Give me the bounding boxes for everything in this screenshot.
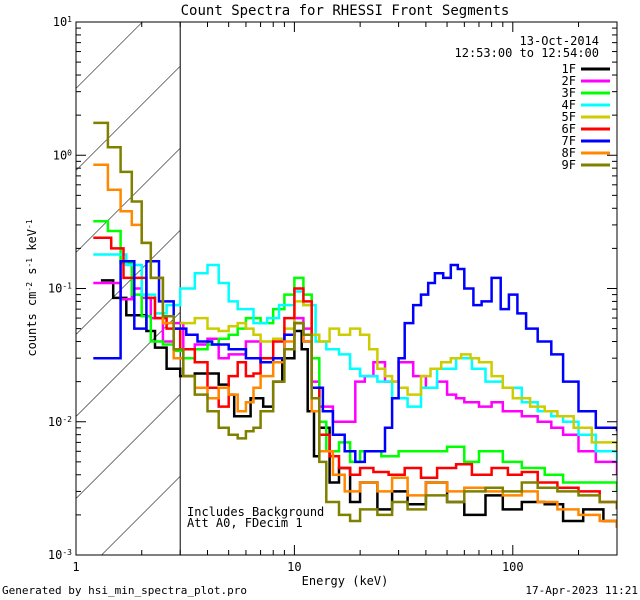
series-line-1f	[100, 279, 617, 528]
chart-title: Count Spectra for RHESSI Front Segments	[181, 3, 510, 19]
series-line-5f	[180, 300, 617, 452]
legend-label-6f: 6F	[562, 122, 576, 136]
date-label: 13-Oct-2014	[520, 34, 599, 48]
legend-label-5f: 5F	[562, 110, 576, 124]
x-tick-label: 100	[502, 560, 524, 574]
legend-label-8f: 8F	[562, 146, 576, 160]
y-tick-label: 101	[53, 15, 72, 30]
legend-label-2f: 2F	[562, 74, 576, 88]
legend-label-3f: 3F	[562, 86, 576, 100]
y-axis-label: counts cm-2 s-1 keV-1	[25, 219, 40, 356]
series-line-7f	[93, 260, 617, 464]
series-layer	[93, 121, 617, 528]
y-tick-label: 10-2	[48, 414, 72, 429]
y-tick-label: 10-3	[48, 548, 72, 563]
attenuator-hatched-region	[76, 22, 181, 555]
x-axis-label: Energy (keV)	[302, 574, 389, 588]
footer-timestamp: 17-Apr-2023 11:21	[525, 584, 638, 597]
legend-label-7f: 7F	[562, 134, 576, 148]
x-tick-label: 10	[287, 560, 301, 574]
time-range-label: 12:53:00 to 12:54:00	[455, 46, 600, 60]
y-tick-label: 100	[53, 148, 72, 163]
legend-label-4f: 4F	[562, 98, 576, 112]
axis-ticks: 1 10 100 10-3 10-2 10-1 100 101	[48, 15, 618, 574]
annotation-attenuator: Att A0, FDecim 1	[187, 516, 303, 530]
series-line-9f	[93, 121, 617, 523]
legend-label-9f: 9F	[562, 158, 576, 172]
footer-generator: Generated by hsi_min_spectra_plot.pro	[2, 584, 247, 597]
series-line-4f	[93, 253, 617, 462]
legend-label-1f: 1F	[562, 62, 576, 76]
y-tick-label: 10-1	[48, 281, 72, 296]
annotation-background: Includes Background	[187, 505, 324, 519]
x-tick-label: 1	[72, 560, 79, 574]
series-line-3f	[93, 219, 617, 492]
